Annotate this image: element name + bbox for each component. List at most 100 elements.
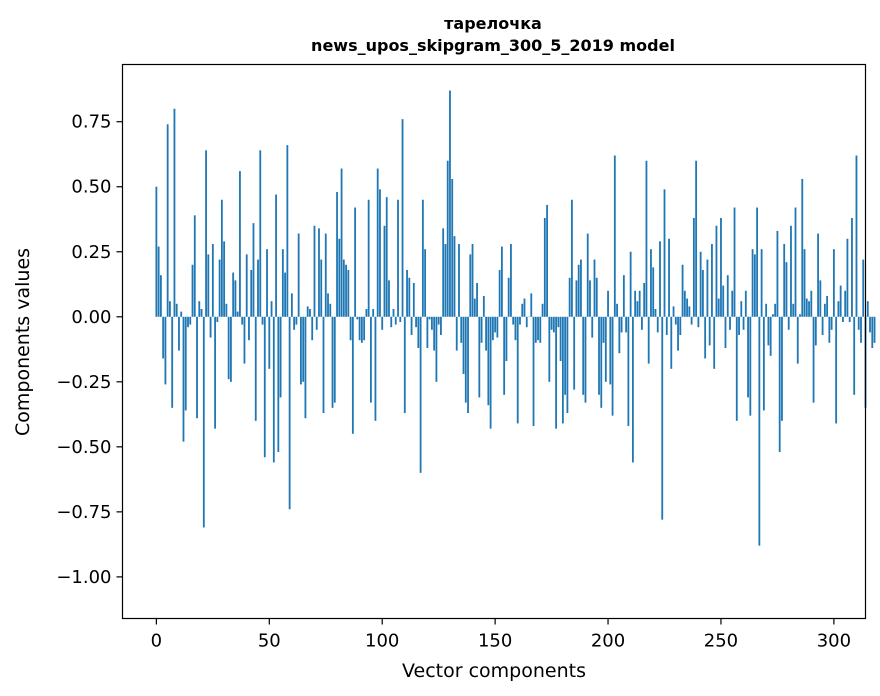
bar xyxy=(512,316,515,325)
bar xyxy=(604,316,607,382)
bar xyxy=(722,285,725,317)
bar xyxy=(268,316,271,369)
bar xyxy=(609,316,612,385)
bar xyxy=(738,316,740,335)
bar xyxy=(573,316,576,390)
bar xyxy=(381,316,384,330)
bar xyxy=(679,316,682,335)
bar xyxy=(467,316,469,414)
bar xyxy=(792,303,795,317)
bar xyxy=(753,254,756,317)
y-axis-ticks: −1.00 −0.75 −0.50 −0.25 0.00 0.25 0.50 0.75 xyxy=(56,112,123,588)
bar xyxy=(358,316,361,341)
bar xyxy=(218,259,221,317)
bar xyxy=(342,259,345,317)
bar xyxy=(252,223,255,317)
bar xyxy=(516,316,519,424)
bar xyxy=(629,251,632,317)
bar xyxy=(234,280,237,317)
bar xyxy=(263,316,266,458)
bar xyxy=(586,233,589,317)
bar xyxy=(546,204,548,317)
bar xyxy=(672,306,675,317)
bar xyxy=(227,316,230,380)
bar xyxy=(455,316,458,351)
bar xyxy=(620,316,623,333)
bar xyxy=(742,316,745,330)
bar xyxy=(498,269,501,317)
bar xyxy=(832,249,835,317)
bar xyxy=(690,316,693,325)
bar xyxy=(566,316,569,414)
x-tick-label: 0 xyxy=(151,631,162,652)
bar xyxy=(182,316,185,442)
bar xyxy=(534,316,537,343)
bar xyxy=(550,316,553,330)
bar xyxy=(799,314,801,317)
bar xyxy=(837,301,840,317)
bar xyxy=(611,316,614,416)
bar xyxy=(805,298,808,317)
bar xyxy=(584,316,587,403)
bar xyxy=(729,316,731,330)
bar xyxy=(200,308,203,317)
bar xyxy=(175,303,178,317)
bar xyxy=(259,150,262,317)
bar xyxy=(437,316,440,325)
bar xyxy=(309,308,311,317)
bar xyxy=(209,316,212,338)
bar xyxy=(652,267,655,317)
bar xyxy=(571,199,573,317)
bar xyxy=(372,308,375,317)
bar xyxy=(650,249,652,317)
bar xyxy=(821,316,824,335)
bar xyxy=(370,316,372,403)
bar xyxy=(853,316,856,395)
bar xyxy=(717,298,720,317)
bar xyxy=(184,316,187,411)
bar xyxy=(591,316,594,338)
bar xyxy=(577,264,580,317)
x-tick-label: 200 xyxy=(591,631,625,652)
bar xyxy=(665,316,668,335)
bar xyxy=(451,178,454,317)
bar xyxy=(812,316,815,403)
bar xyxy=(842,316,844,322)
bar xyxy=(440,316,442,335)
bar xyxy=(857,316,860,330)
x-tick-label: 100 xyxy=(365,631,399,652)
bar xyxy=(290,293,293,317)
bar xyxy=(232,272,235,317)
bar xyxy=(485,316,487,351)
bar xyxy=(363,316,366,341)
bar xyxy=(390,316,393,328)
bar xyxy=(300,316,302,385)
bar xyxy=(525,316,528,328)
bar xyxy=(819,280,822,317)
bar xyxy=(191,264,194,317)
bar xyxy=(677,316,679,351)
bar xyxy=(552,316,555,333)
x-tick-label: 50 xyxy=(258,631,281,652)
bar xyxy=(663,189,666,317)
bar xyxy=(480,316,483,343)
bar xyxy=(543,217,546,317)
y-tick-label: −0.50 xyxy=(56,437,111,458)
bar xyxy=(826,295,829,317)
bar xyxy=(541,303,544,317)
bar xyxy=(769,316,772,356)
bar xyxy=(686,298,688,317)
bar xyxy=(169,301,171,317)
bar xyxy=(297,233,300,317)
bar xyxy=(426,316,429,348)
bar xyxy=(367,199,370,317)
bar xyxy=(277,316,280,453)
bar xyxy=(539,316,542,343)
bar xyxy=(424,249,427,317)
bar xyxy=(844,290,847,317)
bar xyxy=(564,316,567,395)
bar xyxy=(275,194,277,317)
bar xyxy=(270,301,273,317)
bar xyxy=(823,303,826,317)
x-tick-label: 150 xyxy=(478,631,512,652)
